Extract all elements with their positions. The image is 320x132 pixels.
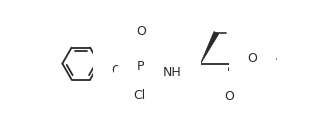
Text: NH: NH (163, 66, 182, 79)
Text: O: O (248, 52, 258, 65)
Polygon shape (200, 32, 219, 64)
Text: Cl: Cl (133, 89, 146, 102)
Text: O: O (136, 25, 146, 38)
Text: O: O (225, 90, 234, 103)
Text: O: O (111, 64, 121, 77)
Text: P: P (137, 60, 145, 73)
